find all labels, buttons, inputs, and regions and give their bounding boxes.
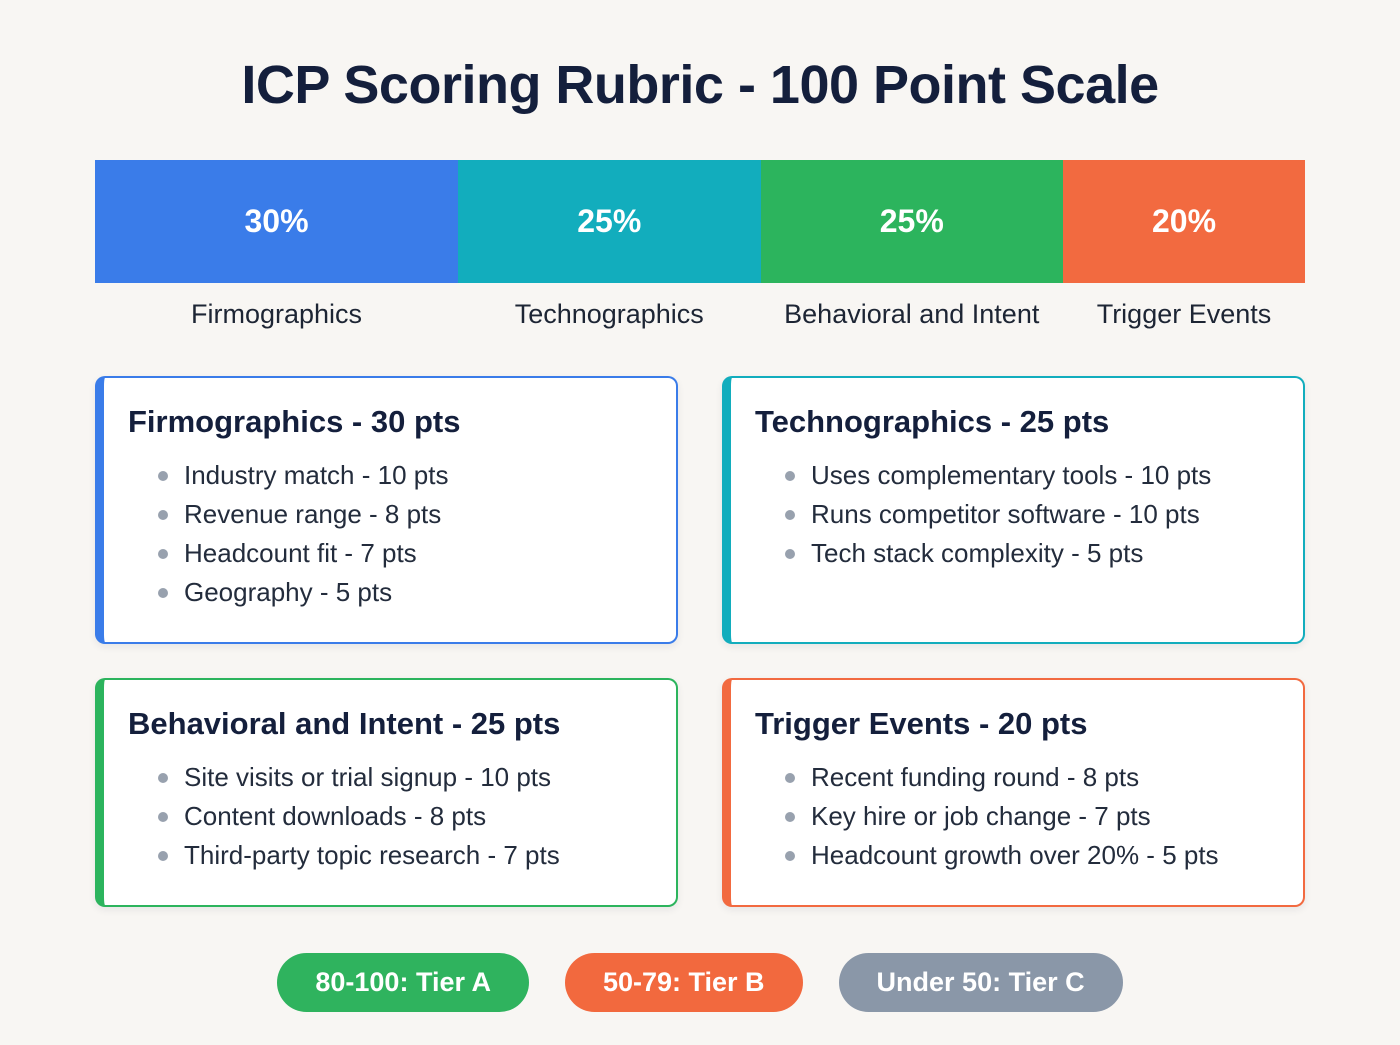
card-list-trigger-events: Recent funding round - 8 pts Key hire or …: [755, 758, 1273, 875]
card-title-firmographics: Firmographics - 30 pts: [128, 404, 461, 439]
bar-segment-3: 20%: [1063, 160, 1305, 283]
card-title-behavioral-and-intent: Behavioral and Intent - 25 pts: [128, 706, 561, 741]
card-title-technographics: Technographics - 25 pts: [755, 404, 1110, 439]
card-list-item: Runs competitor software - 10 pts: [785, 495, 1273, 534]
tier-badge-1: 50-79: Tier B: [564, 953, 803, 1012]
card-list-item: Headcount fit - 7 pts: [158, 534, 646, 573]
card-list-item: Industry match - 10 pts: [158, 456, 646, 495]
card-list-technographics: Uses complementary tools - 10 pts Runs co…: [755, 456, 1273, 573]
bar-segment-label-2: Behavioral and Intent: [784, 299, 1040, 329]
content-area: 30% 25% 25% 20% Firmographics Technographics…: [95, 160, 1305, 1012]
tier-legend: 80-100: Tier A 50-79: Tier B Under 50: Tie…: [95, 953, 1305, 1012]
bar-segment-label-1: Technographics: [514, 299, 704, 329]
bar-segment-0: 30%: [95, 160, 458, 283]
bar-segment-label-3: Trigger Events: [1096, 299, 1272, 329]
card-list-item: Third-party topic research - 7 pts: [158, 836, 646, 875]
distribution-bar-labels: Firmographics Technographics Behavioral an…: [95, 299, 1305, 330]
bar-segment-1: 25%: [458, 160, 761, 283]
card-list-firmographics: Industry match - 10 pts Revenue range - 8…: [128, 456, 646, 612]
card-list-item: Key hire or job change - 7 pts: [785, 797, 1273, 836]
card-firmographics: Firmographics - 30 pts Industry match - 1…: [95, 376, 678, 644]
bar-segment-label-0: Firmographics: [190, 299, 363, 329]
card-list-item: Tech stack complexity - 5 pts: [785, 534, 1273, 573]
bar-segment-2: 25%: [760, 160, 1063, 283]
card-technographics: Technographics - 25 pts Uses complementar…: [722, 376, 1305, 644]
card-title-trigger-events: Trigger Events - 20 pts: [755, 706, 1088, 741]
card-list-item: Headcount growth over 20% - 5 pts: [785, 836, 1273, 875]
card-list-item: Geography - 5 pts: [158, 573, 646, 612]
page-title: ICP Scoring Rubric - 100 Point Scale: [241, 55, 1159, 115]
distribution-bar: 30% 25% 25% 20%: [95, 160, 1305, 283]
card-list-item: Content downloads - 8 pts: [158, 797, 646, 836]
card-behavioral-and-intent: Behavioral and Intent - 25 pts Site visit…: [95, 678, 678, 907]
card-list-item: Uses complementary tools - 10 pts: [785, 456, 1273, 495]
tier-badge-0: 80-100: Tier A: [277, 953, 529, 1012]
card-list-behavioral-and-intent: Site visits or trial signup - 10 pts Cont…: [128, 758, 646, 875]
card-trigger-events: Trigger Events - 20 pts Recent funding ro…: [722, 678, 1305, 907]
card-list-item: Recent funding round - 8 pts: [785, 758, 1273, 797]
card-list-item: Site visits or trial signup - 10 pts: [158, 758, 646, 797]
card-list-item: Revenue range - 8 pts: [158, 495, 646, 534]
tier-badge-2: Under 50: Tier C: [838, 953, 1123, 1012]
cards-grid: Firmographics - 30 pts Industry match - 1…: [95, 376, 1305, 907]
